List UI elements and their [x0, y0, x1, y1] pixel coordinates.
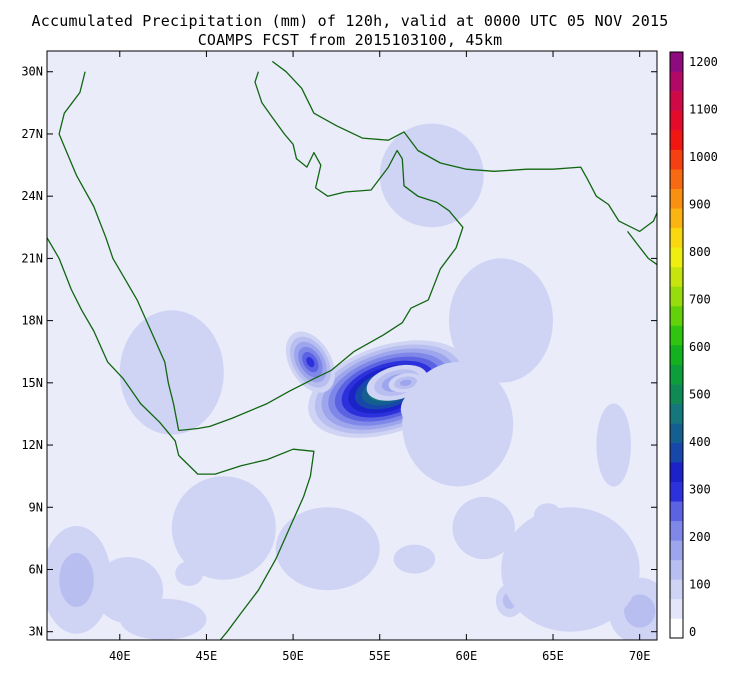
colorbar-label: 400 — [689, 435, 711, 449]
lat-label: 24N — [21, 189, 43, 203]
iran-pakistan-coast — [271, 60, 657, 233]
colorbar-border — [669, 51, 684, 639]
lon-label: 55E — [369, 649, 391, 663]
colorbar-segment — [670, 462, 683, 483]
colorbar-label: 0 — [689, 625, 696, 639]
precip-contour-6-1 — [59, 552, 94, 607]
africa-red-sea-coast — [47, 237, 315, 640]
lon-label: 70E — [629, 649, 651, 663]
precip-contour-17-0 — [171, 476, 276, 580]
india-west-coast — [626, 231, 657, 266]
lat-label: 9N — [29, 500, 43, 514]
lat-label: 18N — [21, 314, 43, 328]
colorbar-segment — [670, 423, 683, 443]
colorbar-segment — [670, 325, 683, 346]
precip-contour-19-0 — [449, 258, 553, 383]
precip-contour-8-0 — [119, 598, 207, 640]
map-subtitle: COAMPS FCST from 2015103100, 45km — [197, 31, 503, 49]
lon-label: 65E — [542, 649, 564, 663]
colorbar-segment — [670, 520, 683, 541]
colorbar-label: 700 — [689, 293, 711, 307]
precip-contour-14-0 — [452, 496, 515, 560]
axis-ticks: 30N 27N 24N 21N 18N 15N 12N 9N 6N 3N 40E 45E 50E 55E 6… — [21, 51, 657, 663]
colorbar-segment — [670, 501, 683, 522]
lat-label: 3N — [29, 625, 43, 639]
colorbar-label: 1000 — [689, 150, 718, 164]
colorbar-segment — [670, 364, 683, 385]
colorbar-segment — [670, 266, 683, 287]
lat-label: 21N — [21, 251, 43, 265]
colorbar-label: 1200 — [689, 55, 718, 69]
colorbar-segment — [670, 149, 683, 170]
lat-label: 27N — [21, 127, 43, 141]
colorbar-segment — [670, 247, 683, 268]
colorbar-segment — [670, 384, 683, 404]
colorbar-segment — [670, 540, 683, 561]
colorbar-label: 300 — [689, 483, 711, 497]
colorbar-segment — [670, 130, 683, 150]
colorbar-label: 800 — [689, 245, 711, 259]
lat-label: 15N — [21, 376, 43, 390]
colorbar-segment — [670, 208, 683, 229]
arabia-south-coast — [178, 71, 464, 432]
precip-contour-5-0 — [402, 362, 514, 487]
arabia-west-coast — [58, 71, 180, 431]
precip-contour-18-0 — [275, 507, 380, 591]
colorbar-label: 900 — [689, 198, 711, 212]
precip-contour-15-0 — [596, 403, 631, 487]
colorbar-segment — [670, 559, 683, 580]
colorbar-segment — [670, 52, 683, 72]
precip-contour-20-0 — [119, 310, 224, 435]
colorbar-segment — [670, 286, 683, 307]
colorbar-segment — [670, 481, 683, 502]
colorbar-segment — [670, 579, 683, 600]
precip-contour-4-2 — [399, 379, 412, 387]
lat-label: 30N — [21, 65, 43, 79]
precip-field — [47, 123, 657, 640]
colorbar-label: 200 — [689, 530, 711, 544]
colorbar-label: 100 — [689, 578, 711, 592]
colorbar-segment — [670, 91, 683, 111]
colorbar-segment — [670, 345, 683, 365]
colorbar-segment — [670, 442, 683, 463]
colorbar-segment — [670, 71, 683, 92]
lon-label: 60E — [456, 649, 478, 663]
colorbar-segment — [670, 305, 683, 326]
colorbar: 0 100 200 300 400 500 600 700 800 900 1000 1100 1200 — [669, 51, 718, 639]
colorbar-label: 1100 — [689, 103, 718, 117]
colorbar-segment — [670, 403, 683, 424]
precip-contour-13-0 — [393, 544, 436, 574]
colorbar-segment — [670, 169, 683, 190]
precip-contour-16-0 — [501, 507, 640, 632]
colorbar-segment — [670, 618, 683, 639]
colorbar-label: 600 — [689, 340, 711, 354]
coastlines — [47, 60, 657, 640]
colorbar-segment — [670, 110, 683, 131]
precip-contour-9-1 — [624, 594, 656, 628]
lon-label: 50E — [282, 649, 304, 663]
precip-contour-21-0 — [379, 123, 484, 228]
colorbar-segment — [670, 227, 683, 248]
lon-label: 40E — [109, 649, 131, 663]
lon-label: 45E — [196, 649, 218, 663]
colorbar-segment — [670, 598, 683, 619]
lat-label: 6N — [29, 562, 43, 576]
map-title: Accumulated Precipitation (mm) of 120h, … — [31, 12, 669, 30]
plot-area — [47, 51, 657, 640]
colorbar-label: 500 — [689, 388, 711, 402]
precip-contour-1-5 — [306, 357, 315, 368]
map-border — [46, 50, 658, 641]
lat-label: 12N — [21, 438, 43, 452]
colorbar-segment — [670, 188, 683, 209]
